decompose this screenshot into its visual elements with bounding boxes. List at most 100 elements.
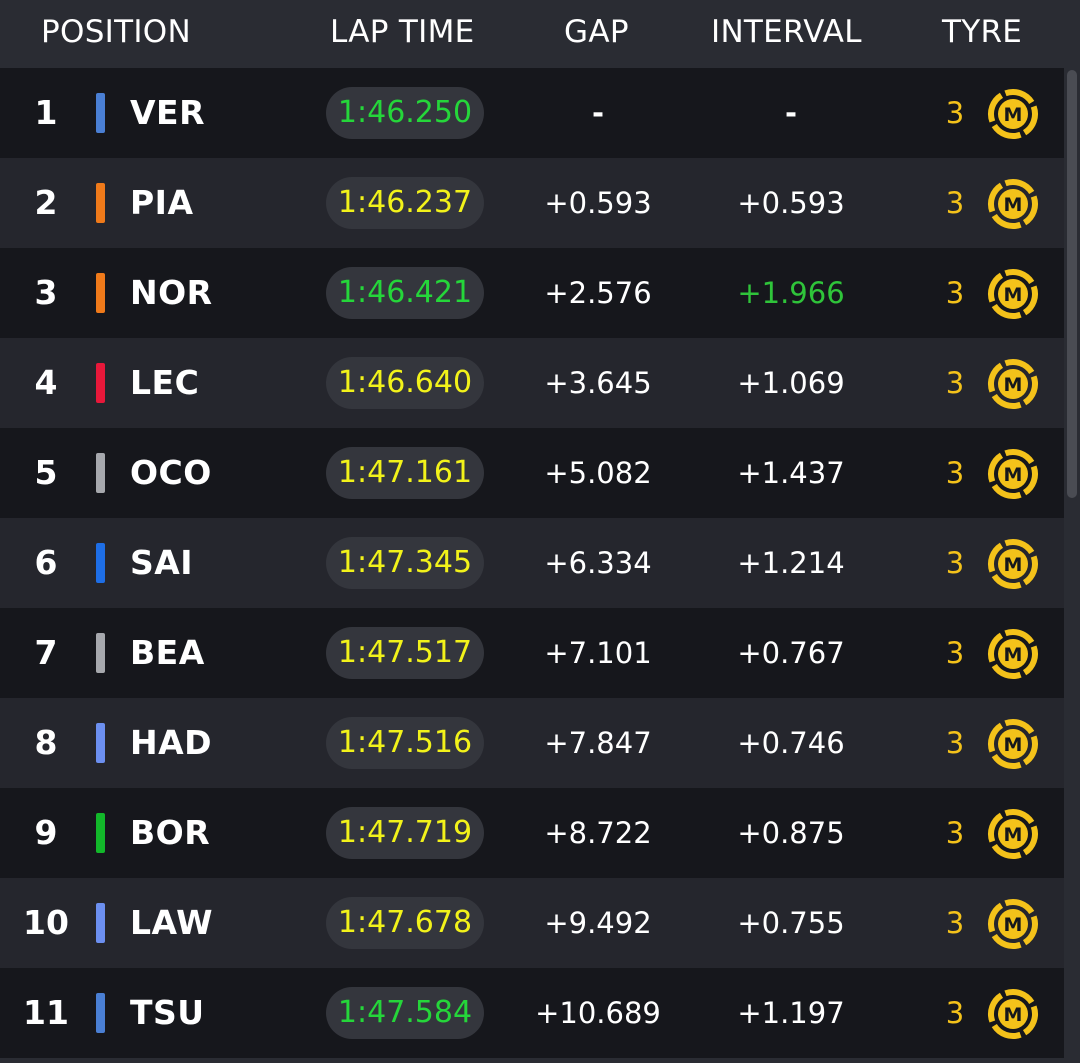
gap-value: +2.576 [520, 248, 676, 338]
team-color-bar [96, 723, 105, 763]
gap-value: +9.492 [520, 878, 676, 968]
driver-code[interactable]: BOR [130, 788, 210, 878]
lap-time-badge: 1:47.516 [326, 717, 484, 769]
position-number: 9 [0, 788, 92, 878]
lap-time-badge: 1:46.421 [326, 267, 484, 319]
table-row[interactable]: 11 TSU 1:47.584 +10.689 +1.197 3 M [0, 968, 1064, 1058]
driver-code[interactable]: PIA [130, 158, 194, 248]
table-row[interactable]: 5 OCO 1:47.161 +5.082 +1.437 3 M [0, 428, 1064, 518]
tyre-laps: 3 [940, 608, 970, 698]
lap-time-badge: 1:47.678 [326, 897, 484, 949]
position-number: 6 [0, 518, 92, 608]
tyre-laps: 3 [940, 698, 970, 788]
lap-time-badge: 1:47.719 [326, 807, 484, 859]
position-number: 2 [0, 158, 92, 248]
header-lap-time[interactable]: LAP TIME [330, 14, 475, 50]
medium-compound-tyre-icon: M [986, 87, 1040, 141]
tyre-compound-letter: M [1004, 1004, 1023, 1026]
team-color-bar [96, 633, 105, 673]
medium-compound-tyre-icon: M [986, 357, 1040, 411]
scrollbar-thumb[interactable] [1067, 70, 1077, 498]
medium-compound-tyre-icon: M [986, 447, 1040, 501]
team-color-bar [96, 93, 105, 133]
gap-value: +8.722 [520, 788, 676, 878]
header-interval[interactable]: INTERVAL [711, 14, 862, 50]
lap-time-badge: 1:46.640 [326, 357, 484, 409]
interval-value: +0.746 [712, 698, 870, 788]
table-row[interactable]: 3 NOR 1:46.421 +2.576 +1.966 3 M [0, 248, 1064, 338]
team-color-bar [96, 903, 105, 943]
medium-compound-tyre-icon: M [986, 627, 1040, 681]
lap-time-badge: 1:47.345 [326, 537, 484, 589]
tyre-compound-letter: M [1004, 104, 1023, 126]
driver-code[interactable]: NOR [130, 248, 213, 338]
team-color-bar [96, 183, 105, 223]
gap-value: - [520, 68, 676, 158]
team-color-bar [96, 363, 105, 403]
driver-code[interactable]: VER [130, 68, 205, 158]
position-number: 10 [0, 878, 92, 968]
interval-value: +1.437 [712, 428, 870, 518]
gap-value: +7.847 [520, 698, 676, 788]
medium-compound-tyre-icon: M [986, 267, 1040, 321]
tyre-compound-letter: M [1004, 194, 1023, 216]
interval-value: +1.966 [712, 248, 870, 338]
medium-compound-tyre-icon: M [986, 717, 1040, 771]
table-row[interactable]: 6 SAI 1:47.345 +6.334 +1.214 3 M [0, 518, 1064, 608]
tyre-laps: 3 [940, 878, 970, 968]
driver-code[interactable]: BEA [130, 608, 205, 698]
tyre-laps: 3 [940, 248, 970, 338]
driver-code[interactable]: OCO [130, 428, 212, 518]
table-row[interactable]: 7 BEA 1:47.517 +7.101 +0.767 3 M [0, 608, 1064, 698]
driver-code[interactable]: SAI [130, 518, 193, 608]
lap-time-badge: 1:46.237 [326, 177, 484, 229]
team-color-bar [96, 543, 105, 583]
tyre-laps: 3 [940, 968, 970, 1058]
table-row[interactable]: 10 LAW 1:47.678 +9.492 +0.755 3 M [0, 878, 1064, 968]
header-tyre[interactable]: TYRE [942, 14, 1022, 50]
table-row[interactable]: 1 VER 1:46.250 - - 3 M [0, 68, 1064, 158]
scrollbar[interactable] [1064, 68, 1080, 1063]
tyre-compound-letter: M [1004, 554, 1023, 576]
gap-value: +5.082 [520, 428, 676, 518]
table-row[interactable]: 9 BOR 1:47.719 +8.722 +0.875 3 M [0, 788, 1064, 878]
interval-value: +0.755 [712, 878, 870, 968]
tyre-compound-letter: M [1004, 914, 1023, 936]
header-position[interactable]: POSITION [41, 14, 191, 50]
tyre-laps: 3 [940, 788, 970, 878]
tyre-compound-letter: M [1004, 644, 1023, 666]
gap-value: +0.593 [520, 158, 676, 248]
medium-compound-tyre-icon: M [986, 807, 1040, 861]
gap-value: +3.645 [520, 338, 676, 428]
driver-code[interactable]: TSU [130, 968, 205, 1058]
gap-value: +6.334 [520, 518, 676, 608]
driver-code[interactable]: HAD [130, 698, 212, 788]
lap-time-badge: 1:47.517 [326, 627, 484, 679]
table-row[interactable]: 8 HAD 1:47.516 +7.847 +0.746 3 M [0, 698, 1064, 788]
gap-value: +7.101 [520, 608, 676, 698]
position-number: 3 [0, 248, 92, 338]
tyre-laps: 3 [940, 518, 970, 608]
medium-compound-tyre-icon: M [986, 177, 1040, 231]
team-color-bar [96, 273, 105, 313]
tyre-laps: 3 [940, 158, 970, 248]
position-number: 7 [0, 608, 92, 698]
interval-value: +0.593 [712, 158, 870, 248]
lap-time-badge: 1:46.250 [326, 87, 484, 139]
tyre-compound-letter: M [1004, 824, 1023, 846]
table-row[interactable]: 4 LEC 1:46.640 +3.645 +1.069 3 M [0, 338, 1064, 428]
tyre-compound-letter: M [1004, 464, 1023, 486]
header-gap[interactable]: GAP [564, 14, 629, 50]
tyre-compound-letter: M [1004, 284, 1023, 306]
interval-value: +1.069 [712, 338, 870, 428]
tyre-compound-letter: M [1004, 374, 1023, 396]
lap-time-badge: 1:47.584 [326, 987, 484, 1039]
driver-code[interactable]: LEC [130, 338, 199, 428]
table-row[interactable]: 2 PIA 1:46.237 +0.593 +0.593 3 M [0, 158, 1064, 248]
interval-value: +0.767 [712, 608, 870, 698]
position-number: 5 [0, 428, 92, 518]
medium-compound-tyre-icon: M [986, 897, 1040, 951]
interval-value: +0.875 [712, 788, 870, 878]
driver-code[interactable]: LAW [130, 878, 213, 968]
gap-value: +10.689 [520, 968, 676, 1058]
